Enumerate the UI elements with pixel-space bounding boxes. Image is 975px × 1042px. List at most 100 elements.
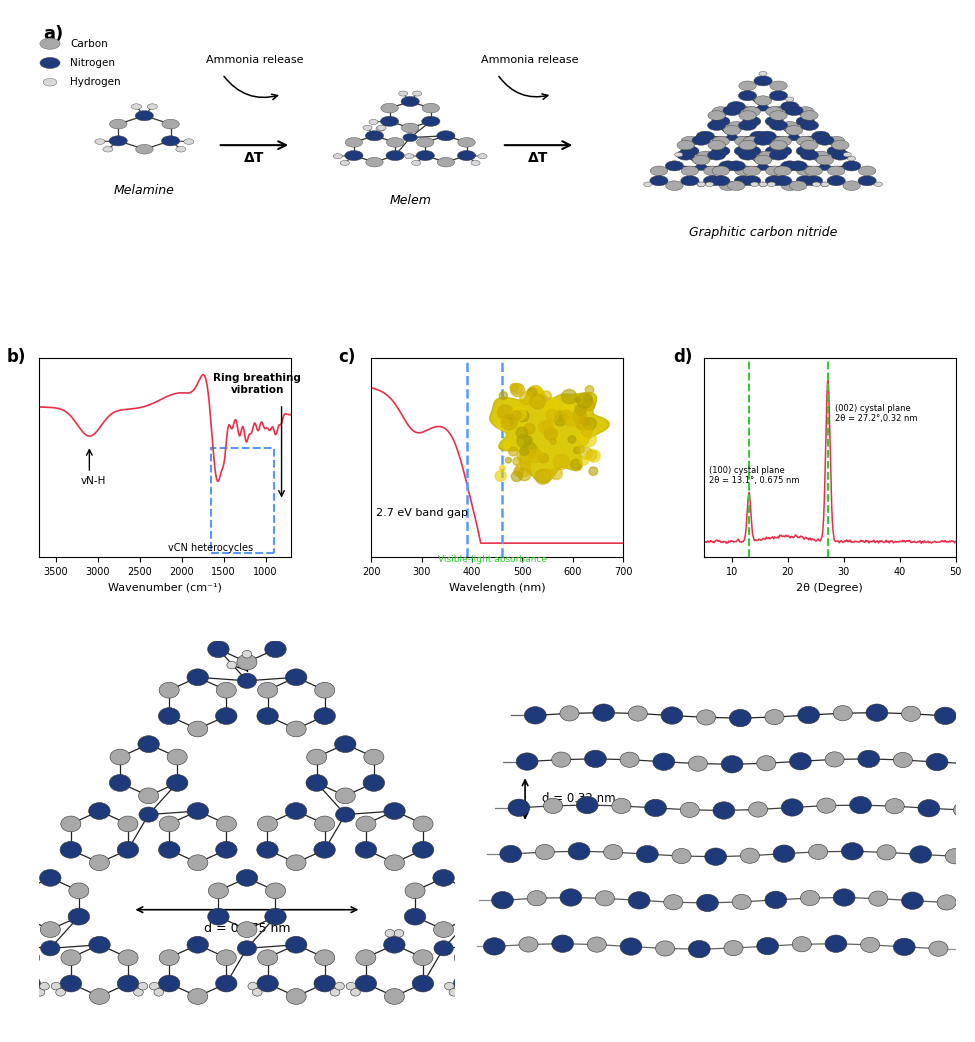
- Circle shape: [722, 105, 741, 116]
- Circle shape: [68, 909, 90, 925]
- Circle shape: [637, 845, 658, 863]
- Circle shape: [937, 895, 956, 910]
- Circle shape: [109, 119, 127, 129]
- Circle shape: [516, 753, 538, 770]
- Circle shape: [749, 802, 767, 817]
- Circle shape: [412, 91, 422, 96]
- Circle shape: [484, 938, 505, 956]
- Circle shape: [664, 895, 682, 910]
- Circle shape: [0, 989, 11, 1004]
- Circle shape: [394, 929, 404, 937]
- Circle shape: [471, 160, 480, 166]
- Circle shape: [445, 983, 454, 990]
- Circle shape: [620, 752, 640, 767]
- Circle shape: [531, 983, 541, 990]
- Circle shape: [697, 182, 705, 187]
- Circle shape: [759, 72, 767, 76]
- Circle shape: [774, 166, 792, 176]
- Circle shape: [335, 807, 355, 822]
- Circle shape: [286, 854, 306, 871]
- Circle shape: [256, 708, 278, 724]
- Text: (100) cystal plane
2θ = 13.1°, 0.675 nm: (100) cystal plane 2θ = 13.1°, 0.675 nm: [709, 466, 799, 486]
- Circle shape: [713, 801, 735, 819]
- Circle shape: [774, 137, 792, 146]
- Circle shape: [781, 101, 799, 111]
- Circle shape: [769, 150, 788, 160]
- Text: b): b): [6, 348, 25, 366]
- Circle shape: [333, 153, 342, 158]
- Circle shape: [411, 160, 421, 166]
- Circle shape: [159, 683, 179, 698]
- Circle shape: [677, 141, 694, 150]
- Circle shape: [811, 131, 830, 142]
- Circle shape: [781, 181, 799, 191]
- Circle shape: [593, 704, 614, 721]
- Circle shape: [786, 97, 794, 101]
- Circle shape: [60, 816, 81, 832]
- Circle shape: [781, 799, 803, 816]
- Circle shape: [560, 705, 579, 721]
- Circle shape: [110, 749, 130, 765]
- Circle shape: [650, 166, 668, 176]
- Circle shape: [682, 166, 699, 176]
- Circle shape: [380, 117, 399, 126]
- Circle shape: [413, 816, 433, 832]
- Text: (002) cystal plane
2θ = 27.2°,0.32 nm: (002) cystal plane 2θ = 27.2°,0.32 nm: [836, 403, 917, 423]
- Circle shape: [412, 975, 434, 992]
- Circle shape: [692, 135, 711, 145]
- Circle shape: [734, 146, 753, 156]
- Circle shape: [511, 975, 532, 992]
- Circle shape: [405, 909, 426, 925]
- Circle shape: [306, 774, 328, 791]
- Circle shape: [812, 151, 830, 160]
- Circle shape: [386, 150, 405, 160]
- Circle shape: [286, 937, 307, 953]
- Circle shape: [816, 155, 834, 165]
- Circle shape: [934, 708, 956, 724]
- Circle shape: [797, 117, 814, 126]
- Circle shape: [738, 150, 757, 160]
- Circle shape: [345, 138, 363, 147]
- Circle shape: [437, 130, 455, 141]
- Circle shape: [346, 983, 356, 990]
- Circle shape: [827, 146, 845, 156]
- Circle shape: [759, 182, 767, 187]
- Circle shape: [831, 150, 849, 160]
- Circle shape: [800, 891, 820, 905]
- Circle shape: [462, 883, 483, 898]
- Circle shape: [655, 941, 675, 957]
- Circle shape: [40, 922, 60, 938]
- Circle shape: [743, 166, 761, 176]
- Circle shape: [705, 848, 726, 866]
- Circle shape: [167, 774, 188, 791]
- Circle shape: [345, 150, 363, 160]
- Text: 2.7 eV band gap: 2.7 eV band gap: [376, 508, 468, 518]
- Circle shape: [109, 135, 128, 146]
- Circle shape: [209, 883, 228, 898]
- Circle shape: [95, 139, 105, 145]
- Circle shape: [167, 749, 187, 765]
- Circle shape: [817, 798, 836, 813]
- Circle shape: [790, 752, 811, 770]
- Circle shape: [2, 916, 12, 923]
- Circle shape: [19, 975, 40, 992]
- Circle shape: [727, 181, 745, 191]
- Circle shape: [369, 120, 378, 124]
- Circle shape: [454, 950, 474, 966]
- Circle shape: [739, 110, 757, 120]
- Circle shape: [265, 641, 287, 658]
- Circle shape: [797, 137, 814, 146]
- Circle shape: [117, 975, 138, 992]
- Circle shape: [758, 131, 776, 142]
- Circle shape: [90, 989, 109, 1004]
- Circle shape: [800, 150, 819, 160]
- Circle shape: [257, 950, 278, 966]
- Circle shape: [286, 721, 306, 737]
- Circle shape: [644, 182, 652, 187]
- Circle shape: [696, 131, 715, 142]
- Circle shape: [743, 106, 761, 117]
- Circle shape: [708, 120, 725, 130]
- Circle shape: [719, 160, 737, 171]
- Circle shape: [769, 91, 788, 101]
- Circle shape: [697, 182, 706, 187]
